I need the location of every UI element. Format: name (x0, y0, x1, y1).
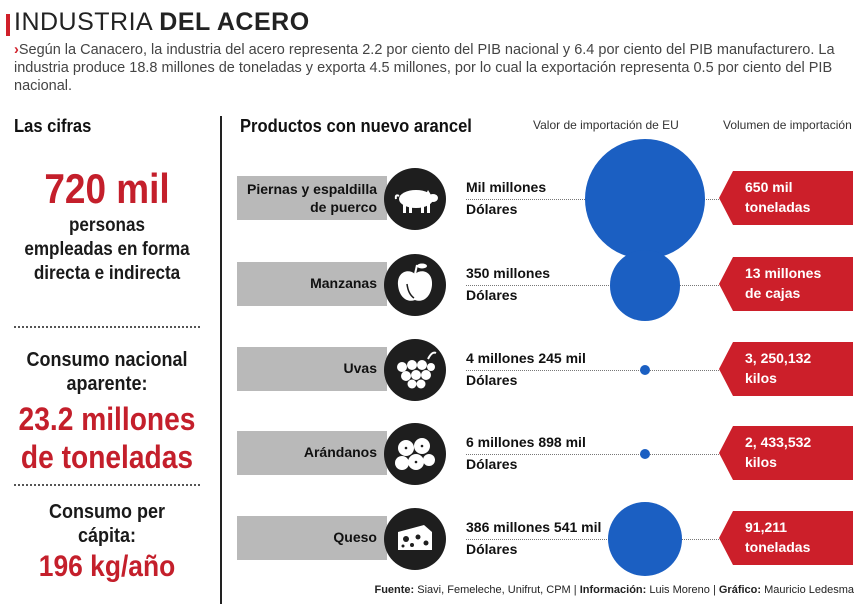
pig-icon (384, 168, 446, 230)
product-name-1: Arándanos (303, 444, 377, 460)
volume-tag: 3, 250,132 kilos (719, 342, 853, 396)
intro-paragraph: ›Según la Canacero, la industria del ace… (14, 41, 854, 95)
consumo-label: Consumo nacional aparente: (26, 349, 188, 395)
leader-line (466, 285, 719, 286)
divider-1 (14, 326, 200, 328)
title-bold: DEL ACERO (159, 8, 310, 36)
import-value: Mil millones Dólares (466, 176, 546, 220)
product-row: Piernas y espaldilla de puerco Mil millon… (237, 139, 857, 259)
blueberries-icon (384, 423, 446, 485)
leader-line (466, 454, 719, 455)
product-label: Piernas y espaldilla de puerco (237, 180, 377, 216)
fuente-text: Siavi, Femeleche, Unifrut, CPM | (414, 584, 580, 596)
product-row: Arándanos 6 millones 898 mil Dólares 2, 4… (237, 423, 857, 485)
product-label: Arándanos (237, 443, 377, 461)
import-value: 6 millones 898 mil Dólares (466, 431, 586, 475)
empleo-valor: 720 mil (44, 165, 170, 212)
volume-tag: 650 mil toneladas (719, 171, 853, 225)
volume-text-1: 3, 250,132 (745, 350, 812, 366)
volume-text-1: 91,211 (745, 519, 788, 535)
volume-text-2: toneladas (745, 539, 811, 555)
footer-credits: Fuente: Siavi, Femeleche, Unifrut, CPM |… (374, 584, 854, 596)
import-value: 4 millones 245 mil Dólares (466, 347, 586, 391)
product-name-1: Queso (333, 529, 377, 545)
productos-heading: Productos con nuevo arancel (240, 116, 472, 136)
cheese-icon (384, 508, 446, 570)
empleo-texto: personas empleadas en forma directa e in… (24, 215, 190, 284)
import-value-bubble (640, 449, 650, 459)
import-value-unit: Dólares (466, 456, 518, 472)
divider-2 (14, 484, 200, 486)
product-name-1: Uvas (343, 360, 377, 376)
col-valor-heading: Valor de importación de EU (533, 118, 679, 132)
import-value: 350 millones Dólares (466, 262, 550, 306)
import-value-bubble (640, 365, 650, 375)
title-light: INDUSTRIA (14, 8, 160, 36)
page-title: INDUSTRIA DEL ACERO (14, 8, 310, 37)
import-value: 386 millones 541 mil Dólares (466, 516, 601, 560)
product-label: Uvas (237, 359, 377, 377)
import-value-unit: Dólares (466, 541, 518, 557)
apple-icon (384, 254, 446, 316)
import-value-bubble (585, 139, 705, 259)
volume-text-2: kilos (745, 454, 777, 470)
product-name-1: Manzanas (310, 275, 377, 291)
intro-text: Según la Canacero, la industria del acer… (14, 42, 835, 94)
volume-text-2: de cajas (745, 285, 801, 301)
import-value-unit: Dólares (466, 201, 518, 217)
import-value-bubble (607, 501, 683, 577)
volume-text-2: toneladas (745, 199, 811, 215)
fuente-label: Fuente: (374, 584, 415, 596)
product-band (237, 431, 387, 475)
info-label: Información: (579, 584, 647, 596)
product-row: Uvas 4 millones 245 mil Dólares 3, 250,13… (237, 339, 857, 401)
cifras-heading: Las cifras (14, 116, 92, 136)
volume-text-1: 13 millones (745, 265, 822, 281)
product-name-1: Piernas y espaldilla (247, 181, 377, 197)
import-value-amount: 350 millones (466, 265, 551, 281)
import-value-unit: Dólares (466, 372, 518, 388)
import-value-amount: 4 millones 245 mil (466, 350, 586, 366)
product-band (237, 176, 387, 220)
leader-line (466, 370, 719, 371)
column-divider (220, 116, 222, 604)
volume-tag: 13 millones de cajas (719, 257, 853, 311)
product-label: Queso (237, 528, 377, 546)
volume-tag: 91,211 toneladas (719, 511, 853, 565)
import-value-amount: 6 millones 898 mil (466, 434, 586, 450)
volume-tag: 2, 433,532 kilos (719, 426, 853, 480)
arrow-icon: › (14, 42, 19, 58)
grapes-icon (384, 339, 446, 401)
volume-text-1: 650 mil (745, 179, 793, 195)
product-label: Manzanas (237, 274, 377, 292)
product-band (237, 516, 387, 560)
product-row: Queso 386 millones 541 mil Dólares 91,211… (237, 501, 857, 577)
consumo-valor: 23.2 millones de toneladas (18, 401, 196, 475)
col-volumen-heading: Volumen de importación (723, 118, 852, 132)
product-band (237, 347, 387, 391)
import-value-unit: Dólares (466, 287, 518, 303)
product-name-2: de puerco (310, 199, 377, 215)
leader-line (466, 539, 719, 540)
product-band (237, 262, 387, 306)
percapita-valor: 196 kg/año (38, 550, 176, 583)
grafico-text: Mauricio Ledesma (761, 584, 854, 596)
volume-text-1: 2, 433,532 (745, 434, 812, 450)
info-text: Luis Moreno | (646, 584, 719, 596)
import-value-amount: 386 millones 541 mil (466, 519, 602, 535)
percapita-label: Consumo per cápita: (48, 501, 166, 547)
title-accent-bar (6, 14, 10, 36)
import-value-bubble (609, 249, 681, 321)
grafico-label: Gráfico: (718, 584, 762, 596)
import-value-amount: Mil millones (466, 179, 547, 195)
volume-text-2: kilos (745, 370, 777, 386)
product-row: Manzanas 350 millones Dólares 13 millones… (237, 249, 857, 321)
